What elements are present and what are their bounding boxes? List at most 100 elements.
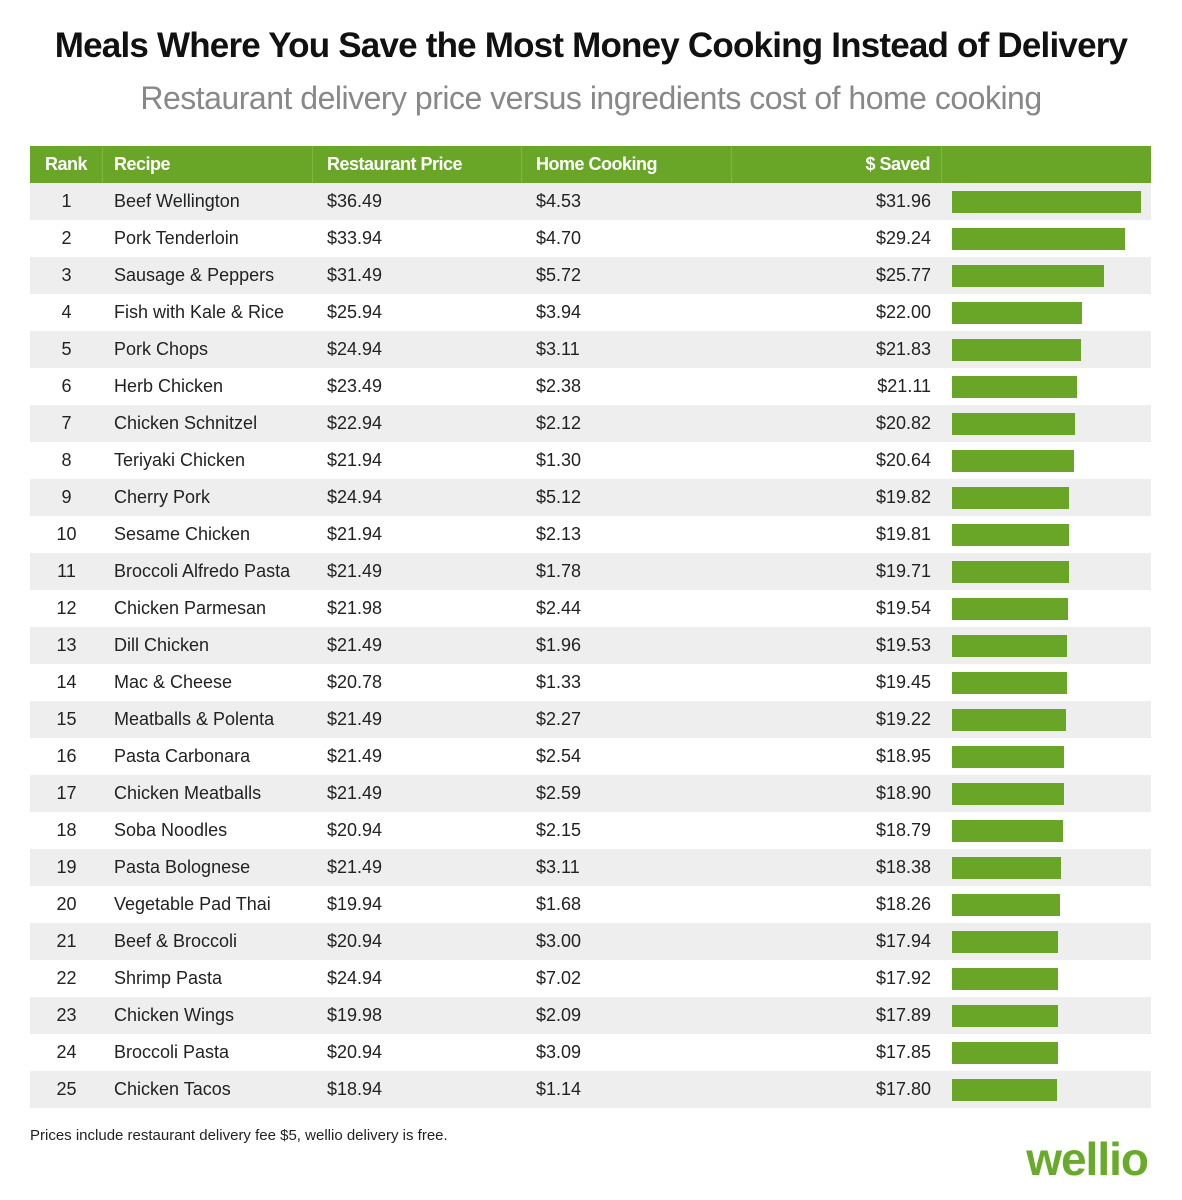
recipe-cell: Vegetable Pad Thai [114,894,271,914]
saved-cell: $19.81 [875,524,931,544]
rank-cell: 8 [61,450,72,470]
restaurant-price-cell: $20.94 [327,931,383,951]
saved-cell: $17.94 [875,931,931,951]
savings-bar [952,893,1060,916]
rank-cell: 22 [56,968,77,988]
restaurant-price-cell: $20.94 [327,820,383,840]
saved-cell: $20.64 [875,450,931,470]
saved-cell: $19.53 [875,635,931,655]
table-row: 16 Pasta Carbonara $21.49 $2.54 $18.95 [30,738,1151,775]
table-row: 4 Fish with Kale & Rice $25.94 $3.94 $22.00 [30,294,1151,331]
bar-cell [942,479,1151,516]
table-row: 2 Pork Tenderloin $33.94 $4.70 $29.24 [30,220,1151,257]
recipe-cell: Dill Chicken [114,635,210,655]
table-row: 7 Chicken Schnitzel $22.94 $2.12 $20.82 [30,405,1151,442]
saved-cell: $18.38 [875,857,931,877]
table-row: 10 Sesame Chicken $21.94 $2.13 $19.81 [30,516,1151,553]
header-home-cooking: Home Cooking [522,146,732,183]
recipe-cell: Meatballs & Polenta [114,709,275,729]
home-cooking-cell: $4.70 [536,228,582,248]
rank-cell: 17 [56,783,77,803]
home-cooking-cell: $2.12 [536,413,582,433]
home-cooking-cell: $3.11 [536,339,580,359]
bar-cell [942,183,1151,220]
recipe-cell: Chicken Schnitzel [114,413,258,433]
rank-cell: 13 [56,635,77,655]
recipe-cell: Mac & Cheese [114,672,233,692]
table-body: 1 Beef Wellington $36.49 $4.53 $31.96 2 Pork T… [30,183,1151,1108]
table-row: 19 Pasta Bolognese $21.49 $3.11 $18.38 [30,849,1151,886]
recipe-cell: Chicken Meatballs [114,783,262,803]
chart-subtitle: Restaurant delivery price versus ingredi… [140,80,1042,116]
wellio-logo: wellio [1026,1133,1149,1185]
home-cooking-cell: $1.30 [536,450,582,470]
saved-cell: $19.82 [875,487,931,507]
home-cooking-cell: $3.09 [536,1042,582,1062]
bar-cell [942,738,1151,775]
recipe-cell: Soba Noodles [114,820,228,840]
savings-bar [952,930,1059,953]
rank-cell: 11 [57,561,76,581]
saved-cell: $17.85 [875,1042,931,1062]
saved-cell: $18.95 [875,746,931,766]
rank-cell: 9 [61,487,72,507]
bar-cell [942,442,1151,479]
restaurant-price-cell: $31.49 [327,265,383,285]
rank-cell: 7 [61,413,72,433]
savings-bar [952,301,1083,324]
chart-title: Meals Where You Save the Most Money Cook… [54,26,1128,65]
rank-cell: 25 [56,1079,77,1099]
home-cooking-cell: $1.96 [536,635,582,655]
savings-bar [952,819,1064,842]
table-row: 14 Mac & Cheese $20.78 $1.33 $19.45 [30,664,1151,701]
recipe-cell: Beef Wellington [114,191,240,211]
recipe-cell: Broccoli Pasta [114,1042,230,1062]
saved-cell: $22.00 [875,302,931,322]
home-cooking-cell: $2.13 [536,524,582,544]
savings-bar [952,708,1066,731]
recipe-cell: Pasta Bolognese [114,857,251,877]
recipe-cell: Pork Chops [114,339,209,359]
restaurant-price-cell: $18.94 [327,1079,383,1099]
table-row: 1 Beef Wellington $36.49 $4.53 $31.96 [30,183,1151,220]
savings-bar [952,856,1061,879]
home-cooking-cell: $2.09 [536,1005,582,1025]
savings-bar [952,412,1076,435]
table-row: 3 Sausage & Peppers $31.49 $5.72 $25.77 [30,257,1151,294]
table-row: 18 Soba Noodles $20.94 $2.15 $18.79 [30,812,1151,849]
table-header: Rank Recipe Restaurant Price Home Cookin… [30,146,1151,183]
rank-cell: 19 [56,857,77,877]
home-cooking-cell: $5.12 [536,487,582,507]
bar-cell [942,220,1151,257]
table-row: 8 Teriyaki Chicken $21.94 $1.30 $20.64 [30,442,1151,479]
footnote: Prices include restaurant delivery fee $… [30,1127,448,1144]
rank-cell: 12 [56,598,77,618]
table-row: 24 Broccoli Pasta $20.94 $3.09 $17.85 [30,1034,1151,1071]
restaurant-price-cell: $19.98 [327,1005,383,1025]
savings-bar [952,227,1125,250]
bar-cell [942,812,1151,849]
header-bar [942,146,1151,183]
recipe-cell: Herb Chicken [114,376,224,396]
savings-bar [952,597,1068,620]
bar-cell [942,664,1151,701]
bar-cell [942,331,1151,368]
saved-cell: $18.79 [875,820,931,840]
table-row: 17 Chicken Meatballs $21.49 $2.59 $18.90 [30,775,1151,812]
header-rank: Rank [30,146,103,183]
restaurant-price-cell: $21.49 [327,635,383,655]
restaurant-price-cell: $23.49 [327,376,383,396]
recipe-cell: Cherry Pork [114,487,211,507]
rank-cell: 24 [56,1042,77,1062]
restaurant-price-cell: $25.94 [327,302,383,322]
table-row: 20 Vegetable Pad Thai $19.94 $1.68 $18.26 [30,886,1151,923]
saved-cell: $19.71 [875,561,931,581]
rank-cell: 16 [56,746,77,766]
recipe-cell: Chicken Parmesan [114,598,267,618]
restaurant-price-cell: $19.94 [327,894,383,914]
saved-cell: $21.11 [877,376,931,396]
bar-cell [942,368,1151,405]
restaurant-price-cell: $21.49 [327,709,383,729]
home-cooking-cell: $2.38 [536,376,582,396]
savings-bar [952,264,1105,287]
